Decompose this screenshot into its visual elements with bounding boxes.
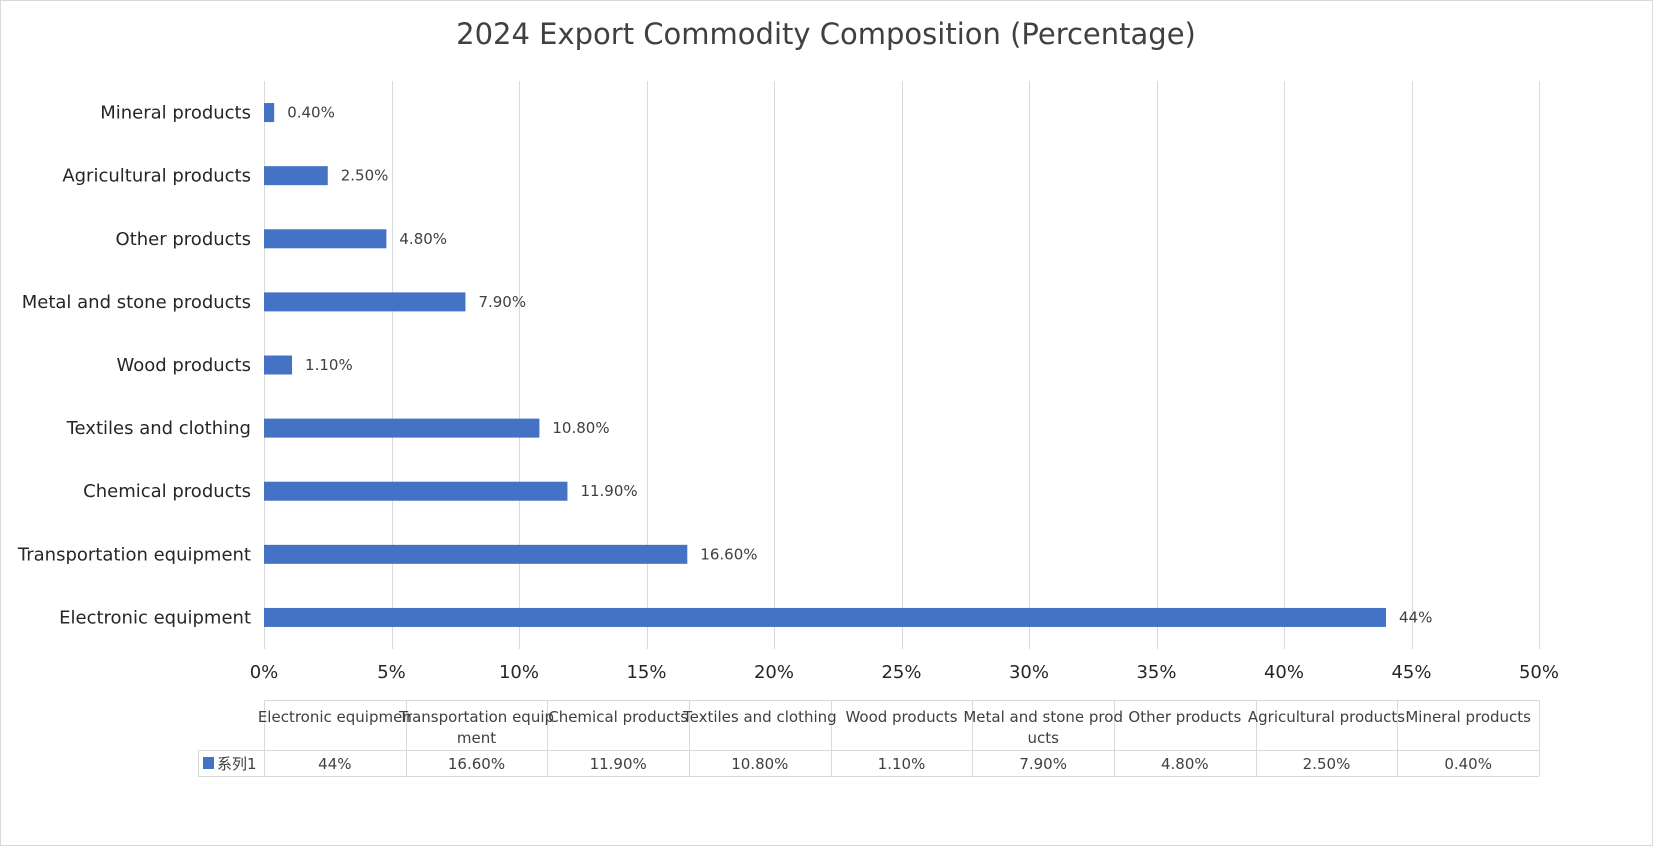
table-value-cell: 4.80% <box>1161 755 1209 773</box>
table-header-cell: ucts <box>1027 729 1059 747</box>
chart-title: 2024 Export Commodity Composition (Perce… <box>456 17 1196 51</box>
table-header-cell: Textiles and clothing <box>682 708 837 726</box>
data-table: Electronic equipmen 44% Transportation equ… <box>198 700 1540 777</box>
table-value-cell: 10.80% <box>731 755 788 773</box>
bar <box>264 292 466 312</box>
data-label: 11.90% <box>580 482 637 500</box>
legend-key <box>203 757 214 769</box>
x-tick-label: 45% <box>1391 662 1431 683</box>
table-value-cell: 44% <box>318 755 351 773</box>
category-label: Electronic equipment <box>59 607 251 628</box>
x-tick-label: 20% <box>754 662 794 683</box>
category-label: Textiles and clothing <box>66 418 251 439</box>
bar <box>264 103 275 123</box>
category-labels: Electronic equipment Transportation equip… <box>17 103 251 629</box>
data-label: 10.80% <box>552 419 609 437</box>
bar <box>264 418 540 438</box>
category-label: Wood products <box>116 355 251 376</box>
bar <box>264 166 328 186</box>
table-value-cell: 2.50% <box>1303 755 1351 773</box>
gridlines <box>264 81 1540 649</box>
x-tick-label: 5% <box>377 662 406 683</box>
data-label: 16.60% <box>700 545 757 563</box>
table-value-cell: 11.90% <box>590 755 647 773</box>
table-value-cell: 0.40% <box>1444 755 1492 773</box>
category-label: Agricultural products <box>62 166 251 187</box>
bar <box>264 607 1386 627</box>
x-tick-label: 40% <box>1264 662 1304 683</box>
legend-series-name: 系列1 <box>217 755 257 773</box>
x-tick-label: 0% <box>250 662 279 683</box>
category-label: Chemical products <box>83 481 251 502</box>
x-axis-tick-labels: 0% 5% 10% 15% 20% 25% 30% 35% 40% 45% 50% <box>250 662 1559 683</box>
table-header-cell: ment <box>457 729 496 747</box>
data-label: 4.80% <box>399 230 447 248</box>
x-tick-label: 15% <box>626 662 666 683</box>
data-label: 0.40% <box>287 104 335 122</box>
table-header-cell: Metal and stone prod <box>963 708 1123 726</box>
bar <box>264 481 568 501</box>
x-tick-label: 10% <box>499 662 539 683</box>
table-header-cell: Mineral products <box>1405 708 1531 726</box>
table-header-cell: Chemical products <box>548 708 688 726</box>
table-header-cell: Electronic equipmen <box>258 708 412 726</box>
table-header-cell: Wood products <box>845 708 957 726</box>
bar <box>264 355 293 375</box>
x-tick-label: 50% <box>1519 662 1559 683</box>
table-header-cell: Other products <box>1128 708 1241 726</box>
category-label: Metal and stone products <box>22 292 251 313</box>
data-label: 1.10% <box>305 356 353 374</box>
table-value-cell: 16.60% <box>448 755 505 773</box>
data-label: 2.50% <box>341 167 389 185</box>
bar <box>264 544 688 564</box>
category-label: Transportation equipment <box>17 544 251 565</box>
bars: 44% 16.60% 11.90% 10.80% 1.10% 7.90% 4.80% 2.50… <box>264 103 1432 627</box>
data-label: 7.90% <box>478 293 526 311</box>
table-header-cell: Transportation equip <box>398 708 554 726</box>
bar <box>264 229 387 249</box>
table-value-cell: 1.10% <box>878 755 926 773</box>
category-label: Mineral products <box>100 103 251 124</box>
data-label: 44% <box>1399 608 1432 626</box>
category-label: Other products <box>116 229 251 250</box>
x-tick-label: 30% <box>1009 662 1049 683</box>
x-tick-label: 35% <box>1136 662 1176 683</box>
table-value-cell: 7.90% <box>1019 755 1067 773</box>
x-tick-label: 25% <box>881 662 921 683</box>
table-header-cell: Agricultural products <box>1248 708 1405 726</box>
